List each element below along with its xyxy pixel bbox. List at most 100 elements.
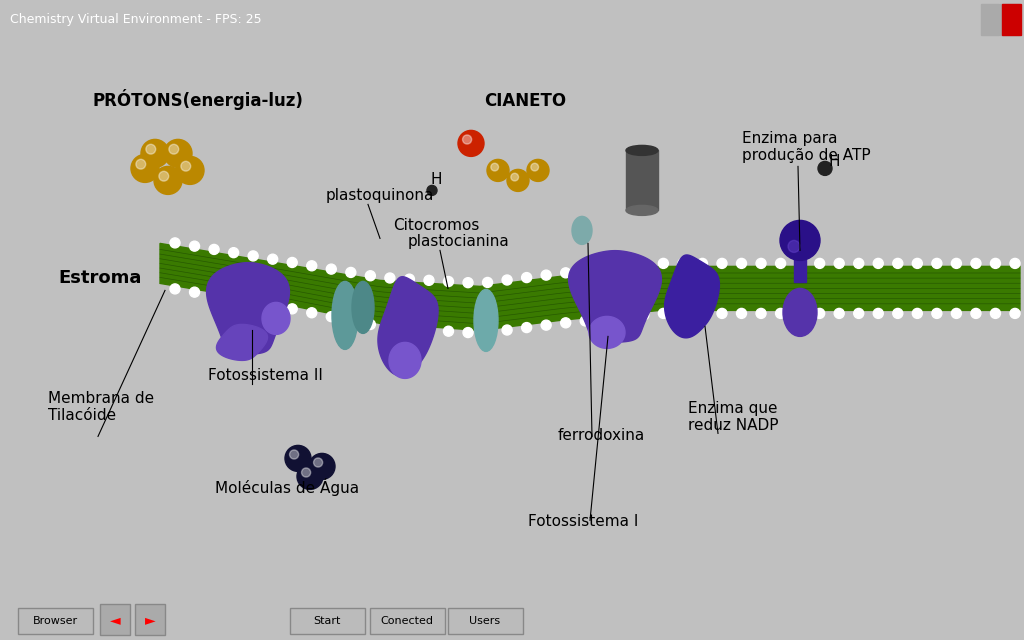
Circle shape (756, 259, 766, 268)
Bar (794, 250, 806, 282)
Circle shape (159, 172, 169, 181)
Text: CIANETO: CIANETO (484, 92, 566, 111)
Bar (135, 605, 165, 635)
Text: ◄: ◄ (110, 612, 120, 627)
Polygon shape (665, 255, 720, 338)
Circle shape (736, 259, 746, 268)
Circle shape (307, 308, 316, 317)
Circle shape (561, 318, 570, 328)
Circle shape (443, 276, 454, 287)
Text: X: X (1009, 14, 1015, 24)
Circle shape (170, 238, 180, 248)
Circle shape (228, 248, 239, 258)
Circle shape (385, 322, 395, 332)
Text: Enzima para
produção de ATP: Enzima para produção de ATP (742, 131, 870, 163)
Circle shape (176, 156, 204, 184)
Circle shape (795, 308, 805, 319)
Circle shape (482, 278, 493, 287)
Circle shape (775, 259, 785, 268)
Polygon shape (589, 316, 625, 348)
Text: H: H (430, 172, 441, 188)
Circle shape (189, 241, 200, 251)
Bar (449, 607, 523, 634)
Circle shape (424, 275, 434, 285)
Ellipse shape (783, 289, 817, 337)
Circle shape (717, 259, 727, 268)
Circle shape (189, 287, 200, 297)
Circle shape (131, 154, 159, 182)
Circle shape (164, 140, 193, 168)
Circle shape (541, 320, 551, 330)
Text: Estroma: Estroma (58, 269, 141, 287)
Circle shape (951, 308, 962, 319)
Circle shape (141, 140, 169, 168)
Circle shape (267, 300, 278, 310)
Circle shape (815, 259, 824, 268)
Circle shape (1010, 259, 1020, 268)
Circle shape (541, 270, 551, 280)
Circle shape (385, 273, 395, 283)
Circle shape (209, 244, 219, 255)
Circle shape (463, 278, 473, 288)
Text: Fotossistema I: Fotossistema I (528, 515, 638, 529)
Text: ►: ► (144, 612, 156, 627)
Polygon shape (378, 276, 438, 376)
Bar (981, 4, 999, 35)
Circle shape (327, 312, 336, 322)
Circle shape (490, 163, 499, 171)
Circle shape (181, 161, 190, 171)
Polygon shape (389, 342, 421, 378)
Text: Users: Users (469, 616, 501, 626)
Circle shape (600, 314, 609, 324)
Polygon shape (207, 262, 290, 354)
Circle shape (297, 463, 323, 490)
Circle shape (990, 259, 1000, 268)
Circle shape (780, 220, 820, 260)
Text: _: _ (988, 14, 992, 24)
Text: plastocianina: plastocianina (408, 234, 510, 250)
Circle shape (854, 308, 863, 319)
Ellipse shape (352, 282, 374, 333)
Circle shape (307, 260, 316, 271)
Circle shape (620, 312, 630, 322)
Text: Chemistry Virtual Environment - FPS: 25: Chemistry Virtual Environment - FPS: 25 (10, 13, 262, 26)
Circle shape (815, 308, 824, 319)
Circle shape (170, 284, 180, 294)
Circle shape (530, 163, 539, 171)
Text: plastoquinona: plastoquinona (326, 188, 434, 204)
Circle shape (561, 268, 570, 278)
Circle shape (678, 259, 688, 268)
Ellipse shape (626, 205, 658, 216)
Text: Conected: Conected (381, 616, 433, 626)
Circle shape (309, 453, 335, 479)
Bar (100, 605, 130, 635)
Circle shape (1010, 308, 1020, 319)
Polygon shape (160, 243, 1020, 330)
Circle shape (346, 268, 355, 277)
Circle shape (795, 259, 805, 268)
Circle shape (327, 264, 336, 274)
Circle shape (285, 445, 311, 472)
Circle shape (511, 173, 518, 181)
Circle shape (678, 308, 688, 319)
Circle shape (154, 166, 182, 195)
Circle shape (971, 308, 981, 319)
Circle shape (482, 328, 493, 337)
Circle shape (313, 458, 323, 467)
Circle shape (639, 310, 649, 320)
Text: H: H (828, 154, 840, 170)
Circle shape (458, 131, 484, 156)
Bar (370, 607, 445, 634)
Circle shape (287, 257, 297, 268)
Circle shape (893, 308, 903, 319)
Circle shape (145, 144, 156, 154)
Circle shape (346, 316, 355, 326)
Circle shape (835, 308, 844, 319)
Circle shape (366, 319, 376, 330)
Circle shape (639, 260, 649, 270)
Circle shape (620, 262, 630, 272)
Circle shape (756, 308, 766, 319)
Polygon shape (262, 303, 290, 334)
Circle shape (502, 275, 512, 285)
Circle shape (854, 259, 863, 268)
